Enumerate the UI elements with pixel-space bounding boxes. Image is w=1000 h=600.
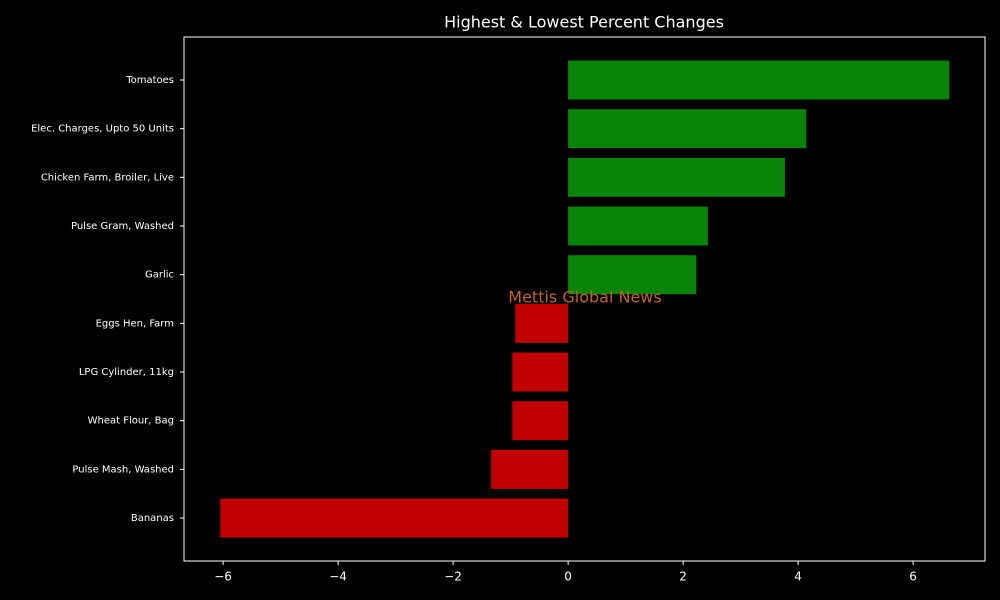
y-tick-label: Tomatoes xyxy=(125,75,174,86)
y-tick-label: Eggs Hen, Farm xyxy=(96,318,174,329)
bar xyxy=(512,352,569,392)
bar xyxy=(568,255,697,295)
y-tick-label: Pulse Gram, Washed xyxy=(71,221,174,232)
y-tick-label: Chicken Farm, Broiler, Live xyxy=(41,172,174,183)
x-tick-label: 2 xyxy=(679,570,687,584)
x-tick-label: 0 xyxy=(564,570,572,584)
x-tick-label: −4 xyxy=(329,570,347,584)
bar xyxy=(568,60,950,100)
bar xyxy=(491,449,569,489)
x-tick-label: −6 xyxy=(214,570,232,584)
watermark: Mettis Global News xyxy=(508,288,661,307)
bar xyxy=(512,401,569,441)
y-tick-label: Garlic xyxy=(145,270,174,281)
x-tick-label: −2 xyxy=(444,570,462,584)
y-tick-label: LPG Cylinder, 11kg xyxy=(79,367,174,378)
y-tick-label: Elec. Charges, Upto 50 Units xyxy=(31,124,174,135)
bar xyxy=(220,498,569,538)
bar xyxy=(568,157,785,197)
bar xyxy=(515,303,569,343)
y-tick-label: Pulse Mash, Washed xyxy=(72,464,174,475)
y-tick-label: Bananas xyxy=(131,513,174,524)
x-tick-label: 4 xyxy=(794,570,802,584)
bar xyxy=(568,206,708,246)
y-tick-label: Wheat Flour, Bag xyxy=(88,416,174,427)
x-tick-label: 6 xyxy=(909,570,917,584)
plot-frame xyxy=(183,36,986,562)
chart-title: Highest & Lowest Percent Changes xyxy=(444,13,724,32)
bar xyxy=(568,109,807,149)
